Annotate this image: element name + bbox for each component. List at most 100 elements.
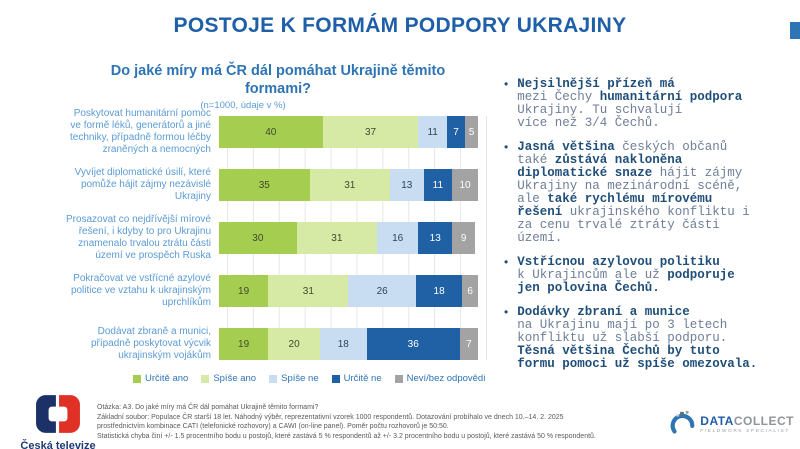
legend-swatch — [394, 374, 403, 383]
page-title: POSTOJE K FORMÁM PODPORY UKRAJINY — [173, 14, 627, 37]
bar-segment: 36 — [366, 328, 460, 361]
bar-segment: 16 — [376, 222, 419, 255]
category-label: Prosazovat co nejdřívější mírové řešení,… — [65, 214, 211, 262]
footnote-line: Základní soubor: Populace ČR starší 18 l… — [97, 413, 564, 421]
bullet: • Jasná většina českých občanů také zůstáv… — [504, 141, 796, 245]
legend-swatch — [331, 374, 340, 383]
bar-segment: 9 — [452, 222, 476, 255]
bar-segment: 31 — [296, 222, 377, 255]
bullet-text-run: také — [517, 153, 555, 167]
chart-title: Do jaké míry má ČR dál pomáhat Ukrajině … — [110, 63, 446, 98]
legend-label: Neví/bez odpovědi — [406, 373, 486, 385]
bullet-text: Jasná většina českých občanů také zůstává… — [517, 141, 750, 245]
bullet-marker-icon: • — [504, 305, 509, 319]
bullet-text-run: ale — [517, 192, 548, 206]
legend-swatch — [269, 374, 278, 383]
category-label: Vyvíjet diplomatické úsilí, které pomůže… — [74, 167, 211, 203]
bullet-text-run: humanitární podpora — [599, 90, 743, 104]
bullet-text-run: podporuje — [667, 268, 735, 282]
bullet-text-run: Jasná většina — [517, 140, 615, 154]
plot-area: Poskytovat humanitární pomoc ve formě lé… — [8, 108, 494, 362]
bullet-marker-icon: • — [504, 77, 509, 91]
legend-swatch — [133, 374, 141, 383]
bullet-text-run: za cenu trvalé ztráty části — [517, 218, 720, 232]
bullet-text-run: diplomatické snaze — [517, 166, 653, 180]
bar-segment: 18 — [320, 328, 367, 361]
category-label: Poskytovat humanitární pomoc ve formě lé… — [69, 108, 211, 156]
bullet: • Dodávky zbraní a munice na Ukrajinu mají… — [504, 306, 796, 371]
datacollect-word-data: DATA — [700, 413, 734, 428]
bullet: • Vstřícnou azylovou politiku k Ukrajincům… — [504, 256, 796, 295]
bar-segment: 37 — [322, 116, 419, 149]
legend-item: Spíše ano — [201, 373, 256, 384]
bullet-text-run: konfliktu už slabší podporu. — [517, 331, 728, 345]
bar-segment: 13 — [389, 169, 424, 202]
bar-rows: Poskytovat humanitární pomoc ve formě lé… — [8, 108, 494, 362]
bar-row: Poskytovat humanitární pomoc ve formě lé… — [8, 108, 494, 155]
ceska-televize-logo: Česká televize — [14, 394, 102, 449]
datacollect-logo: DATACOLLECT FIELDWORK SPECIALIST — [668, 410, 794, 438]
bar-segment: 5 — [465, 116, 478, 149]
legend-label: Spíše ano — [213, 373, 257, 385]
bar-segment: 11 — [418, 116, 447, 149]
bar-segment: 30 — [219, 222, 297, 255]
bar-segment: 40 — [219, 116, 323, 149]
bar-row: Vyvíjet diplomatické úsilí, které pomůže… — [8, 167, 494, 203]
bar-track: 19 20 18 36 7 — [219, 328, 478, 361]
bullet: • Nejsilnější přízeň má mezi Čechy humanit… — [504, 78, 796, 130]
bullet-text-run: Ukrajiny na mezinárodní scéně, — [517, 179, 743, 193]
bar-row: Dodávat zbraně a munici, případně poskyt… — [8, 326, 494, 362]
sample-note: (n=1000, údaje v %) — [200, 100, 286, 112]
bar-segment: 35 — [219, 169, 310, 202]
category-label: Pokračovat ve vstřícné azylové politice … — [70, 273, 211, 309]
bar-track: 35 31 13 11 10 — [219, 169, 478, 202]
bar-segment: 6 — [462, 275, 478, 308]
bar-segment: 13 — [418, 222, 453, 255]
bullet-text-run: formu pomoci už spíše omezovala. — [517, 357, 758, 371]
footnote-line: prostřednictvím kombinace CATI (telefoni… — [97, 423, 449, 431]
ceska-televize-name: Česká televize — [20, 440, 96, 449]
bar-row: Prosazovat co nejdřívější mírové řešení,… — [8, 214, 494, 261]
bullet-text-run: Těsná většina Čechů by tuto — [517, 344, 720, 358]
bullet-text-run: hájit zájmy — [652, 166, 743, 180]
bullet-text-run: Nejsilnější přízeň má — [517, 77, 675, 91]
bullet-text: Nejsilnější přízeň má mezi Čechy humanitá… — [517, 78, 742, 130]
footnote-line: Statistická chyba činí +/- 1.5 procentní… — [97, 432, 596, 440]
legend-label: Spíše ne — [281, 373, 319, 385]
legend-swatch — [201, 374, 210, 383]
bullet-text-run: více než 3/4 Čechů. — [517, 116, 660, 130]
bar-segment: 10 — [452, 169, 478, 202]
category-label: Dodávat zbraně a munici, případně poskyt… — [90, 326, 211, 362]
legend: Určitě ano Spíše ano Spíše ne Určitě ne Neví… — [133, 373, 494, 384]
bullet-text-run: zůstává nakloněna — [554, 153, 683, 167]
bar-row: Pokračovat ve vstřícné azylové politice … — [8, 273, 494, 309]
bullet-text: Dodávky zbraní a munice na Ukrajinu mají … — [517, 306, 757, 371]
bullet-text-run: území. — [517, 231, 563, 245]
bar-segment: 31 — [268, 275, 349, 308]
legend-label: Určitě ano — [145, 373, 189, 385]
accent-square — [790, 22, 800, 39]
bullet-text-run: mezi Čechy — [517, 90, 600, 104]
datacollect-tagline: FIELDWORK SPECIALIST — [700, 428, 790, 434]
footnotes: Otázka: A3. Do jaké míry má ČR dál pomáh… — [97, 403, 709, 441]
bar-segment: 19 — [219, 275, 269, 308]
bar-segment: 11 — [423, 169, 453, 202]
bullet-marker-icon: • — [504, 140, 509, 154]
ceska-televize-icon — [36, 395, 80, 433]
datacollect-wordmark: DATACOLLECT FIELDWORK SPECIALIST — [700, 415, 794, 434]
bar-segment: 26 — [348, 275, 416, 308]
bullet-text: Vstřícnou azylovou politiku k Ukrajincům … — [517, 256, 735, 295]
bullet-text-run: Ukrajiny. Tu schvalují — [517, 103, 683, 117]
footnote-line: Otázka: A3. Do jaké míry má ČR dál pomáh… — [97, 404, 319, 411]
bar-segment: 20 — [268, 328, 320, 361]
bar-track: 19 31 26 18 6 — [219, 275, 478, 308]
bar-segment: 18 — [415, 275, 463, 308]
bar-track: 30 31 16 13 9 — [219, 222, 478, 255]
bar-segment: 19 — [219, 328, 269, 361]
bullet-text-run: na Ukrajinu mají po 3 letech — [517, 318, 728, 332]
legend-item: Určitě ne — [331, 373, 382, 384]
bullet-text-run: k Ukrajincům ale už — [517, 268, 668, 282]
bar-segment: 31 — [309, 169, 390, 202]
bar-segment: 7 — [459, 328, 478, 361]
